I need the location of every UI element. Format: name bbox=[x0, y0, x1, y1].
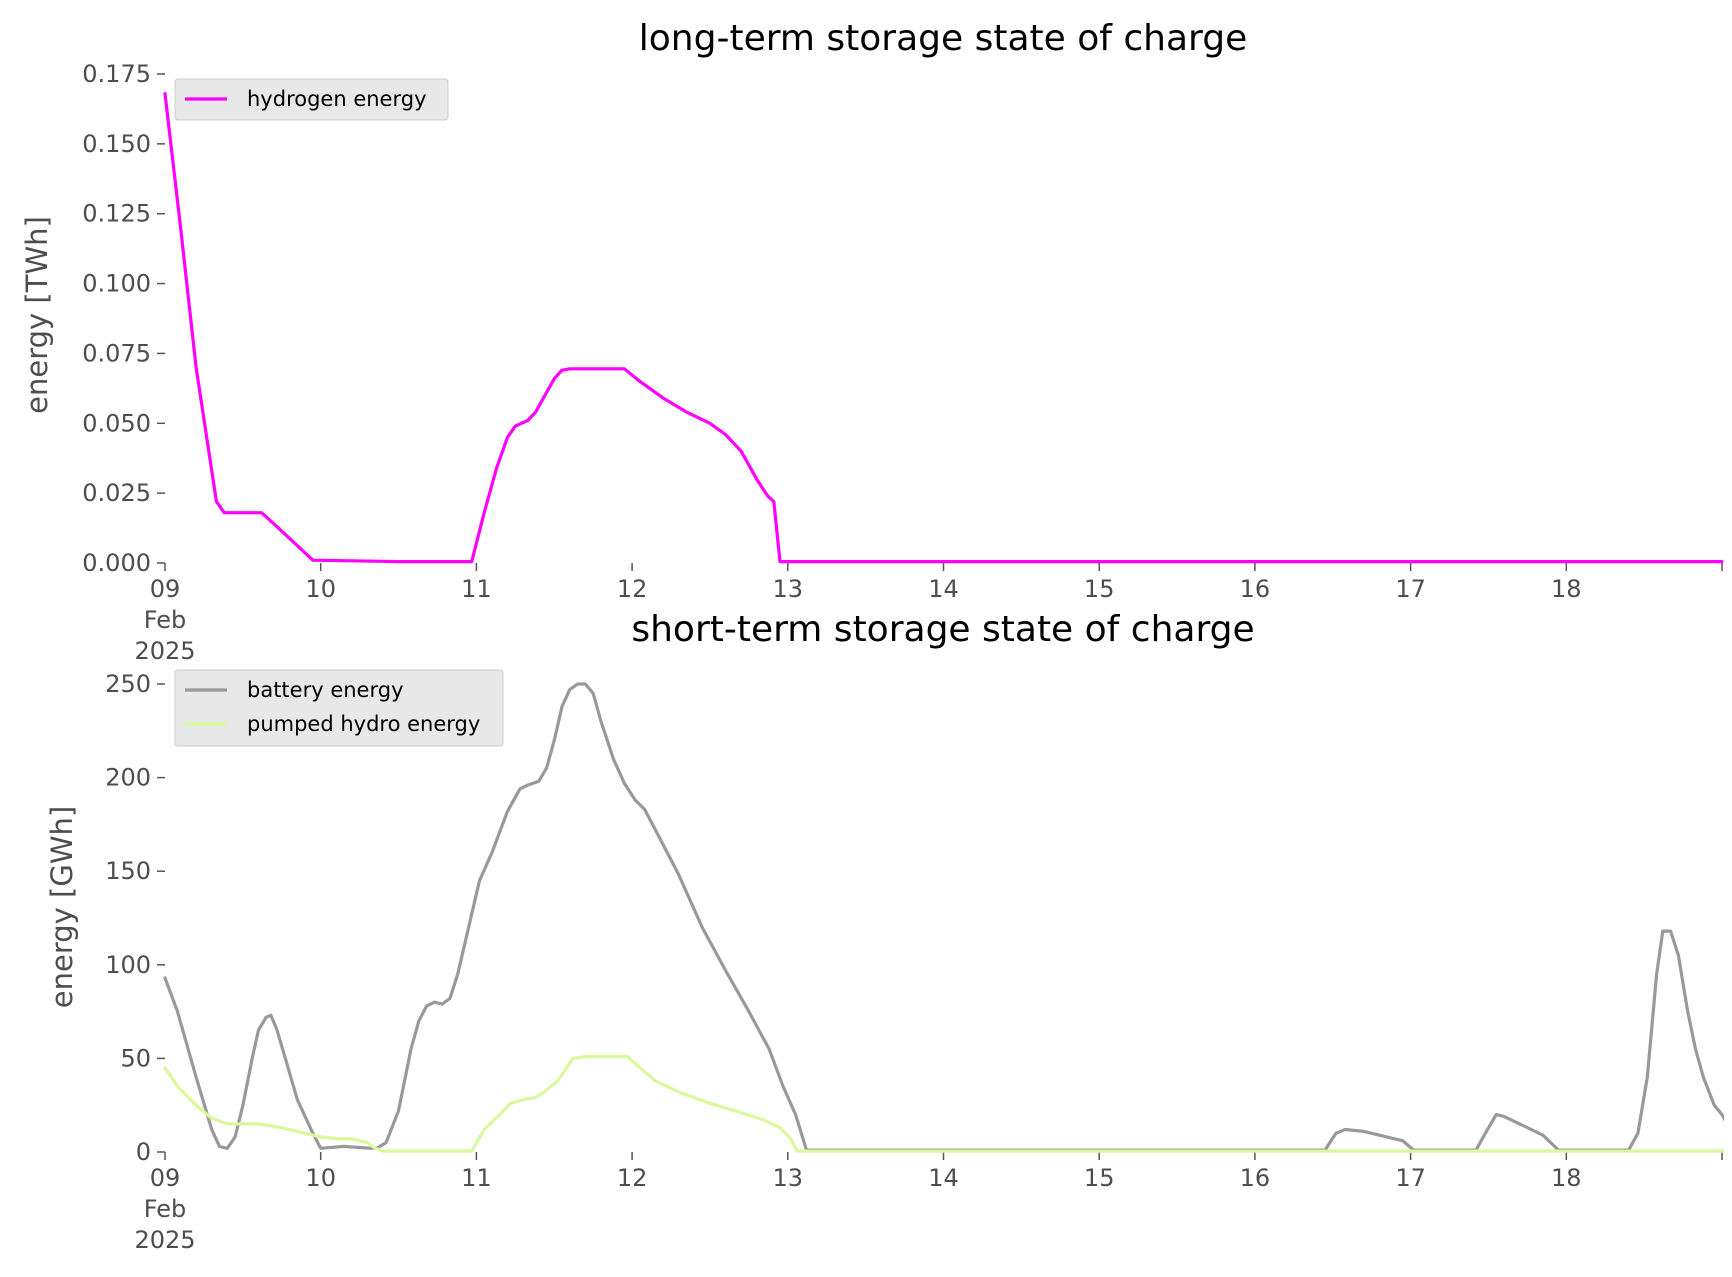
series-line-battery-energy bbox=[163, 682, 1724, 1152]
x-tick-label: 16 bbox=[1240, 575, 1271, 603]
y-tick-label: 0 bbox=[136, 1138, 151, 1166]
x-tick-label: 14 bbox=[928, 1164, 959, 1192]
y-tick-label: 0.000 bbox=[82, 549, 151, 577]
long-term-storage-chart: long-term storage state of charge energy… bbox=[20, 18, 1724, 665]
x-tick-label: 15 bbox=[1084, 1164, 1115, 1192]
legend-label: hydrogen energy bbox=[247, 87, 427, 111]
x-tick-label: 17 bbox=[1395, 1164, 1426, 1192]
y-tick-label: 150 bbox=[105, 857, 151, 885]
y-tick-label: 0.175 bbox=[82, 60, 151, 88]
y-tick-label: 0.025 bbox=[82, 479, 151, 507]
y-axis-label: energy [GWh] bbox=[45, 806, 79, 1008]
x-tick-label: 11 bbox=[461, 575, 492, 603]
x-tick-label: 12 bbox=[617, 1164, 648, 1192]
x-tick-label: 14 bbox=[928, 575, 959, 603]
y-axis-label: energy [TWh] bbox=[20, 216, 54, 414]
y-tick-label: 100 bbox=[105, 951, 151, 979]
y-tick-label: 0.075 bbox=[82, 339, 151, 367]
x-tick-label: 11 bbox=[461, 1164, 492, 1192]
chart-title: short-term storage state of charge bbox=[631, 609, 1254, 650]
y-tick-label: 250 bbox=[105, 670, 151, 698]
legend: hydrogen energy bbox=[174, 78, 449, 121]
series-lines bbox=[163, 91, 1724, 564]
x-tick-label: 18 bbox=[1551, 1164, 1582, 1192]
x-tick-label: 13 bbox=[773, 1164, 804, 1192]
legend-label: pumped hydro energy bbox=[247, 712, 480, 736]
x-tick-label: 18 bbox=[1551, 575, 1582, 603]
x-tick-label: 13 bbox=[773, 575, 804, 603]
series-line-pumped-hydro-energy bbox=[163, 1054, 1724, 1153]
y-tick-label: 0.150 bbox=[82, 130, 151, 158]
x-axis-ticks: 09 Feb 2025 10 11 12 13 14 15 16 17 18 bbox=[134, 563, 1723, 665]
y-tick-label: 0.100 bbox=[82, 270, 151, 298]
series-line-hydrogen-energy bbox=[163, 91, 1724, 564]
x-tick-label: 17 bbox=[1395, 575, 1426, 603]
legend-box bbox=[174, 669, 504, 747]
legend-label: battery energy bbox=[247, 678, 404, 702]
chart-title: long-term storage state of charge bbox=[639, 18, 1247, 59]
x-tick-label: 09 Feb 2025 bbox=[134, 575, 195, 665]
y-axis-ticks: 0.000 0.025 0.050 0.075 0.100 0.125 0.150 0.175 bbox=[82, 60, 165, 577]
x-tick-label: 10 bbox=[305, 575, 336, 603]
series-lines bbox=[163, 682, 1724, 1153]
x-tick-label: 16 bbox=[1240, 1164, 1271, 1192]
x-tick-label: 09 Feb 2025 bbox=[134, 1164, 195, 1254]
legend-box bbox=[174, 78, 449, 121]
y-tick-label: 0.125 bbox=[82, 200, 151, 228]
x-tick-label: 10 bbox=[305, 1164, 336, 1192]
y-axis-ticks: 0 50 100 150 200 250 bbox=[105, 670, 165, 1166]
x-axis-ticks: 09 Feb 2025 10 11 12 13 14 15 16 17 18 bbox=[134, 1152, 1723, 1254]
x-tick-label: 15 bbox=[1084, 575, 1115, 603]
y-tick-label: 0.050 bbox=[82, 409, 151, 437]
legend: battery energy pumped hydro energy bbox=[174, 669, 504, 747]
y-tick-label: 50 bbox=[120, 1044, 151, 1072]
x-tick-label: 12 bbox=[617, 575, 648, 603]
y-tick-label: 200 bbox=[105, 764, 151, 792]
short-term-storage-chart: short-term storage state of charge energ… bbox=[45, 609, 1724, 1254]
